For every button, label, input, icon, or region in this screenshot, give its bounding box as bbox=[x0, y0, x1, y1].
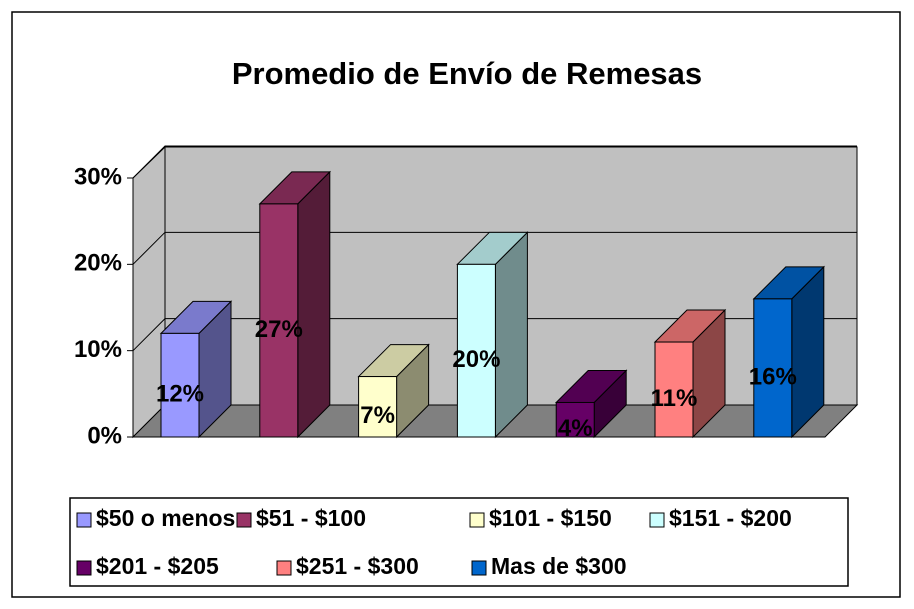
legend-key bbox=[236, 512, 252, 528]
data-label: 4% bbox=[558, 415, 593, 442]
bar bbox=[160, 332, 200, 438]
bar-side bbox=[297, 170, 331, 439]
chart-title: Promedio de Envío de Remesas bbox=[232, 56, 702, 91]
bar bbox=[753, 298, 793, 438]
data-label: 7% bbox=[360, 402, 395, 429]
legend-label: $51 - $100 bbox=[256, 505, 366, 531]
bar bbox=[456, 263, 496, 438]
legend-label: $151 - $200 bbox=[669, 505, 792, 531]
bar bbox=[358, 376, 398, 438]
legend-label: $201 - $205 bbox=[96, 553, 219, 579]
grid-line bbox=[132, 318, 857, 352]
legend-key bbox=[649, 512, 665, 528]
bar bbox=[654, 341, 694, 438]
bar-side bbox=[494, 231, 528, 439]
grid-line bbox=[132, 231, 857, 265]
y-tick-label: 10% bbox=[74, 336, 122, 363]
legend-label: $101 - $150 bbox=[489, 505, 612, 531]
y-tick-label: 20% bbox=[74, 250, 122, 277]
bar bbox=[259, 203, 299, 438]
y-tick-label: 0% bbox=[87, 422, 122, 449]
legend-label: $251 - $300 bbox=[296, 553, 419, 579]
legend-label: Mas de $300 bbox=[491, 553, 627, 579]
legend-key bbox=[76, 512, 92, 528]
data-label: 20% bbox=[452, 346, 500, 373]
data-label: 11% bbox=[651, 385, 698, 412]
legend-label: $50 o menos bbox=[96, 505, 235, 531]
grid-line bbox=[132, 145, 857, 179]
legend-key bbox=[471, 560, 487, 576]
legend-key bbox=[276, 560, 292, 576]
legend-key bbox=[469, 512, 485, 528]
legend-key bbox=[76, 560, 92, 576]
y-tick-label: 30% bbox=[74, 163, 122, 190]
data-label: 12% bbox=[156, 381, 204, 408]
legend-box bbox=[69, 497, 849, 587]
data-label: 16% bbox=[749, 363, 797, 390]
bar bbox=[555, 401, 595, 438]
data-label: 27% bbox=[255, 316, 303, 343]
